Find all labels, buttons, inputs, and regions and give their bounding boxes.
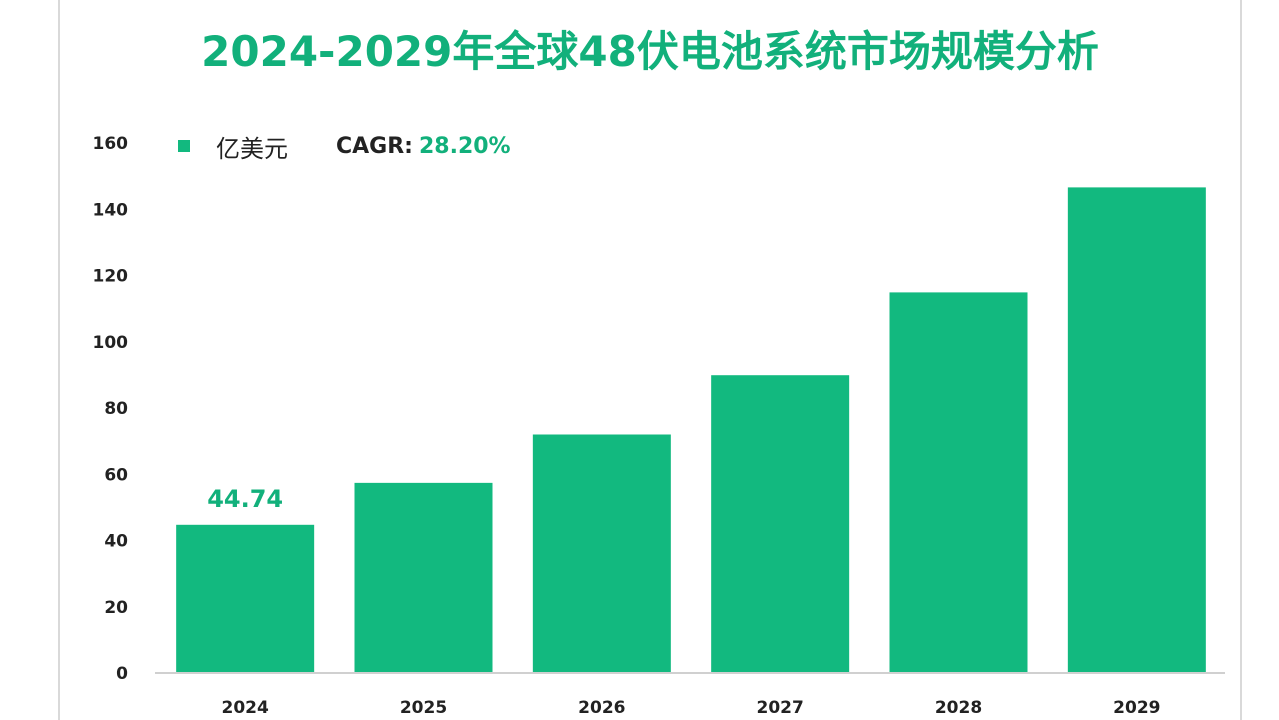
x-axis: 2024 2025 2026 2027 2028 2029 <box>222 698 1161 718</box>
cagr-label: CAGR: <box>336 133 413 159</box>
x-tick-label: 2024 <box>222 698 269 718</box>
y-tick-label: 80 <box>104 399 128 419</box>
bars <box>176 187 1206 673</box>
y-tick-label: 100 <box>93 333 129 353</box>
data-labels: 44.74 <box>207 485 283 513</box>
bar-2025 <box>354 482 493 673</box>
x-tick-label: 2026 <box>578 698 625 718</box>
frame-right-border <box>1240 0 1242 720</box>
bar-2028 <box>889 292 1028 673</box>
legend-label: 亿美元 <box>216 134 288 163</box>
frame-left-border <box>58 0 60 720</box>
y-tick-label: 20 <box>104 598 128 618</box>
data-label: 44.74 <box>207 485 283 513</box>
legend-swatch <box>178 140 190 152</box>
y-tick-label: 0 <box>116 664 128 684</box>
y-axis: 0 20 40 60 80 100 120 140 160 <box>93 134 129 684</box>
y-tick-label: 160 <box>93 134 129 154</box>
y-tick-label: 60 <box>104 465 128 485</box>
x-tick-label: 2028 <box>935 698 982 718</box>
legend: 亿美元 CAGR: 28.20% <box>178 128 511 164</box>
y-tick-label: 120 <box>93 267 129 287</box>
y-tick-label: 40 <box>104 532 128 552</box>
cagr-value: 28.20% <box>418 133 511 159</box>
x-tick-label: 2025 <box>400 698 447 718</box>
x-tick-label: 2029 <box>1113 698 1160 718</box>
bar-2029 <box>1067 187 1206 673</box>
bar-2027 <box>711 375 850 673</box>
x-tick-label: 2027 <box>757 698 804 718</box>
bar-2024 <box>176 524 315 673</box>
y-tick-label: 140 <box>93 200 129 220</box>
bar-2026 <box>532 434 671 673</box>
chart-title: 2024-2029年全球48伏电池系统市场规模分析 <box>201 27 1099 76</box>
